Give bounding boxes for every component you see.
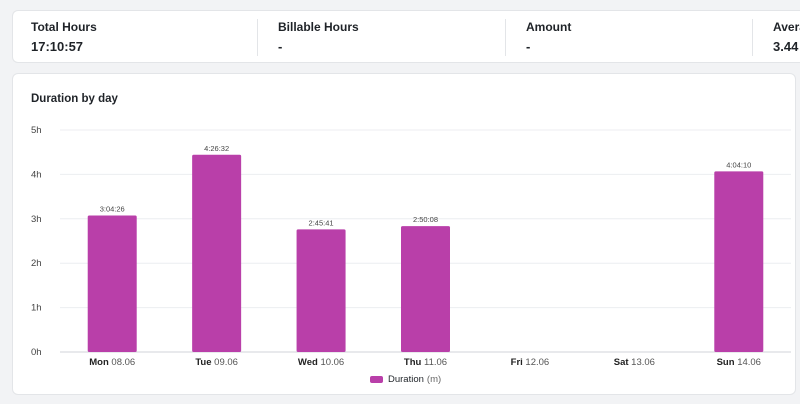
duration-chart-card: Duration by day 0h 1h 2h 3h 4h 5h 3:04:26 Mon 0… [12,73,796,395]
y-tick-label: 0h [31,347,42,358]
stat-divider [257,19,258,56]
bar [192,154,242,352]
x-tick-day: Tue [195,357,214,368]
stat-divider [752,19,753,56]
x-tick-date: 08.06 [111,357,135,368]
duration-bar-chart: 0h 1h 2h 3h 4h 5h 3:04:26 Mon 08.06 4:26:32 Tue 0… [31,125,791,368]
summary-stats-bar: Total Hours 17:10:57 Billable Hours - Am… [12,10,800,63]
stat-label: Amount [526,20,572,34]
x-tick-date: 14.06 [737,357,761,368]
legend-unit: (m) [426,374,442,385]
bar-data-label: 3:04:26 [100,205,125,214]
x-tick-day: Sat [614,357,631,368]
chart-title: Duration by day [31,93,118,105]
y-tick-label: 5h [31,125,42,136]
x-tick-label: Mon 08.06 [89,357,135,368]
bar [87,215,137,352]
chart-legend[interactable]: Duration (m) [370,374,441,385]
x-tick-day: Sun [717,357,738,368]
stat-value: - [526,39,531,54]
legend-label: Duration [388,374,424,385]
stat-label: Average [773,20,800,34]
y-tick-label: 3h [31,214,42,225]
stat-value: 3.44 [773,39,799,54]
bar [296,229,346,352]
bar-data-label: 4:26:32 [204,144,229,153]
x-tick-label: Wed 10.06 [298,357,344,368]
y-tick-label: 2h [31,258,42,269]
stat-label: Total Hours [31,20,97,34]
x-tick-label: Fri 12.06 [511,357,550,368]
legend-swatch [370,376,383,383]
x-tick-date: 09.06 [214,357,238,368]
stat-value: - [278,39,283,54]
y-tick-label: 4h [31,169,42,180]
x-tick-date: 13.06 [631,357,655,368]
y-tick-label: 1h [31,303,42,314]
stat-divider [505,19,506,56]
x-tick-label: Sun 14.06 [717,357,761,368]
x-tick-date: 10.06 [320,357,344,368]
bar-data-label: 2:45:41 [309,218,334,227]
bar [714,171,764,352]
x-tick-day: Fri [511,357,526,368]
bar-data-label: 4:04:10 [726,160,751,169]
stat-label: Billable Hours [278,20,359,34]
bar-data-label: 2:50:08 [413,215,438,224]
stat-value: 17:10:57 [31,39,84,54]
x-tick-date: 12.06 [525,357,549,368]
x-tick-date: 11.06 [424,357,447,368]
x-tick-day: Thu [404,357,424,368]
x-tick-day: Wed [298,357,321,368]
x-tick-label: Sat 13.06 [614,357,655,368]
bar [401,226,450,352]
x-tick-label: Tue 09.06 [195,357,238,368]
x-tick-day: Mon [89,357,111,368]
x-tick-label: Thu 11.06 [404,357,447,368]
